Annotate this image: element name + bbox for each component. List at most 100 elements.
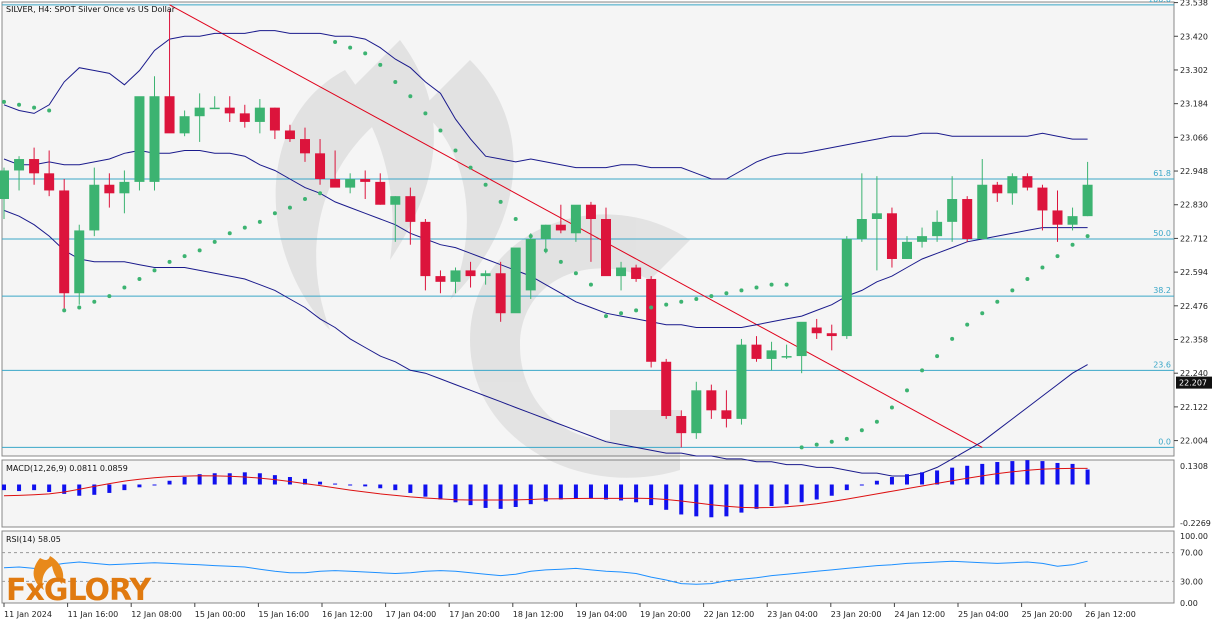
candle-body: [360, 179, 371, 182]
sar-dot: [965, 322, 970, 327]
macd-histogram-bar: [32, 484, 37, 491]
candle-body: [44, 173, 55, 191]
sar-dot: [32, 105, 37, 110]
macd-histogram-bar: [1070, 463, 1075, 485]
candle: [856, 173, 867, 242]
candle-body: [450, 270, 461, 282]
sar-dot: [333, 39, 338, 44]
candle: [766, 341, 777, 371]
candle: [360, 170, 371, 200]
sar-dot: [513, 217, 518, 222]
candle-body: [616, 267, 627, 277]
macd-histogram-bar: [709, 484, 714, 518]
candle-body: [962, 199, 973, 239]
macd-histogram-bar: [558, 484, 563, 500]
macd-histogram-bar: [227, 473, 232, 485]
candle: [781, 344, 792, 359]
macd-histogram-bar: [257, 473, 262, 485]
macd-histogram-bar: [303, 478, 307, 485]
candle: [902, 236, 912, 259]
sar-dot: [724, 291, 729, 296]
rsi-y-label: 100.00: [1180, 532, 1208, 541]
sar-dot: [62, 308, 67, 313]
candle-body: [766, 350, 777, 359]
candle-body: [59, 190, 70, 294]
macd-histogram-bar: [1025, 460, 1030, 485]
sar-dot: [348, 45, 353, 50]
macd-histogram-bar: [754, 484, 759, 509]
macd-histogram-bar: [588, 484, 593, 499]
candle: [886, 207, 897, 268]
candle: [405, 187, 416, 245]
candle-body: [194, 107, 205, 117]
macd-signal-line: [3, 467, 1088, 509]
candle-body: [947, 199, 958, 222]
price-y-label: 22.358: [1180, 336, 1208, 345]
macd-histogram-bar: [950, 467, 955, 485]
candle-body: [841, 238, 852, 337]
macd-histogram-bar: [1010, 461, 1015, 485]
sar-dot: [814, 442, 819, 447]
sar-dot: [137, 276, 142, 281]
candle: [1052, 190, 1063, 242]
sar-dot: [242, 225, 247, 230]
macd-histogram-bar: [664, 484, 669, 510]
fib-level-label: 50.0: [1153, 229, 1171, 238]
candle: [119, 170, 130, 214]
x-date-label: 15 Jan 00:00: [195, 610, 246, 619]
sar-dot: [393, 79, 398, 84]
price-y-label: 22.122: [1180, 403, 1208, 412]
candle-body: [209, 107, 220, 110]
sar-dot: [318, 191, 323, 196]
x-date-label: 11 Jan 16:00: [68, 610, 119, 619]
macd-histogram-bar: [679, 484, 684, 515]
sar-dot: [995, 299, 1000, 304]
macd-y-label: -0.2269: [1180, 519, 1211, 528]
sar-dot: [438, 128, 443, 133]
macd-histogram-bar: [62, 484, 67, 494]
candle-body: [917, 236, 928, 242]
bollinger-mid-line: [3, 149, 1088, 328]
fib-level-label: 0.0: [1158, 437, 1171, 446]
sar-dot: [152, 268, 157, 273]
candle-body: [781, 356, 792, 358]
sar-dot: [980, 311, 985, 316]
x-date-label: 18 Jan 12:00: [513, 610, 564, 619]
x-date-label: 24 Jan 12:00: [894, 610, 945, 619]
macd-histogram-bar: [77, 484, 82, 496]
x-date-label: 22 Jan 12:00: [704, 610, 755, 619]
x-date-label: 17 Jan 04:00: [386, 610, 437, 619]
x-date-label: 23 Jan 04:00: [767, 610, 818, 619]
price-y-label: 22.712: [1180, 234, 1208, 243]
candle-body: [1007, 176, 1018, 194]
x-date-label: 19 Jan 20:00: [640, 610, 691, 619]
candle-body: [330, 179, 341, 188]
candle-body: [525, 238, 536, 291]
sar-dot: [47, 108, 52, 113]
candle: [811, 318, 822, 339]
candle: [194, 93, 205, 142]
sar-dot: [1040, 265, 1045, 270]
candle: [841, 236, 852, 339]
sar-dot: [588, 282, 593, 287]
macd-histogram-bar: [573, 484, 578, 499]
macd-label: MACD(12,26,9) 0.0811 0.0859: [6, 464, 128, 473]
candle: [631, 264, 642, 282]
candle: [134, 96, 145, 191]
candle-body: [871, 213, 882, 220]
sar-dot: [799, 445, 804, 450]
macd-histogram-bar: [604, 484, 608, 500]
candle: [510, 247, 521, 314]
candle: [570, 204, 581, 242]
rsi-y-label: 30.00: [1180, 577, 1203, 586]
candle-body: [300, 139, 310, 154]
macd-histogram-bar: [739, 484, 744, 513]
macd-histogram-bar: [874, 480, 879, 485]
fib-level-label: 61.8: [1153, 169, 1171, 178]
candle: [992, 181, 1003, 202]
sar-dot: [754, 285, 759, 290]
candle-body: [284, 130, 295, 140]
candle-body: [570, 204, 581, 234]
price-y-label: 23.302: [1180, 66, 1208, 75]
